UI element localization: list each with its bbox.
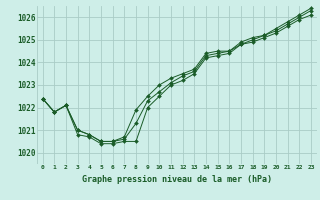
X-axis label: Graphe pression niveau de la mer (hPa): Graphe pression niveau de la mer (hPa) bbox=[82, 175, 272, 184]
